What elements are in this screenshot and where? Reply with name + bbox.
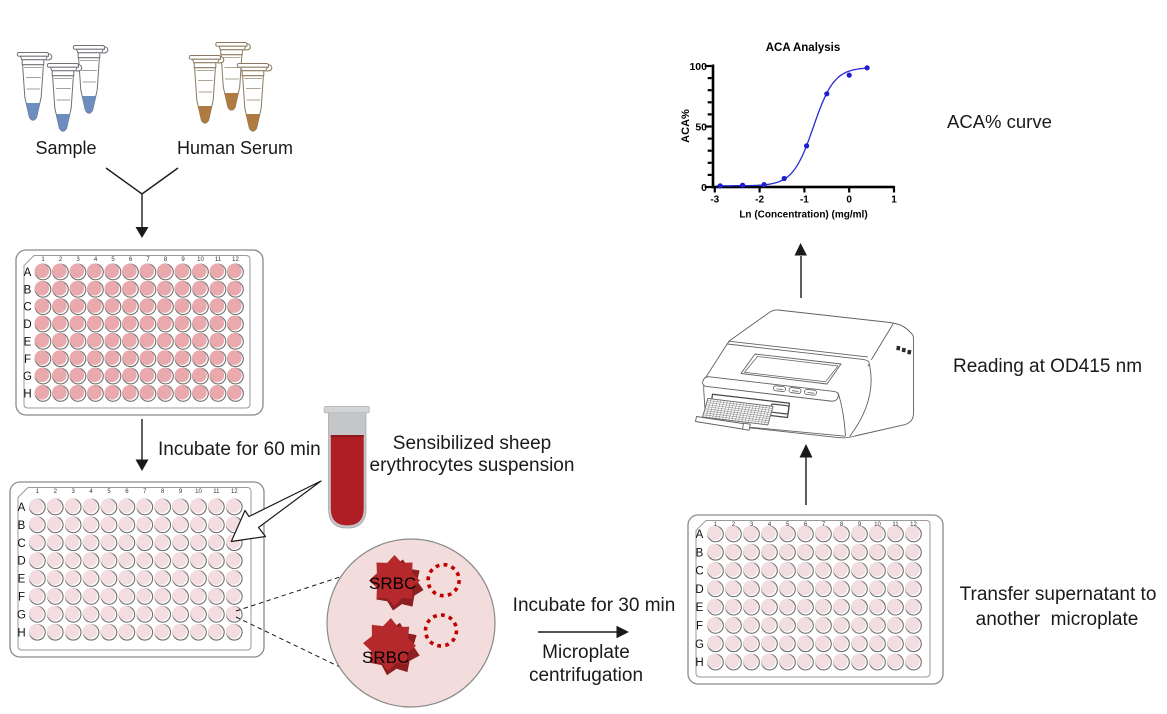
- svg-text:Sensibilized sheep: Sensibilized sheep: [393, 433, 551, 454]
- svg-text:F: F: [696, 621, 703, 633]
- svg-text:G: G: [695, 639, 704, 651]
- svg-text:another microplate: another microplate: [976, 609, 1139, 630]
- svg-text:ACA Analysis: ACA Analysis: [766, 42, 841, 54]
- svg-text:11: 11: [215, 257, 222, 263]
- svg-text:SRBC: SRBC: [369, 574, 416, 593]
- svg-text:Incubate for 30 min: Incubate for 30 min: [513, 595, 676, 616]
- svg-text:erythrocytes suspension: erythrocytes suspension: [370, 455, 575, 476]
- svg-text:Reading at OD415 nm: Reading at OD415 nm: [953, 356, 1142, 377]
- svg-text:7: 7: [146, 257, 150, 263]
- svg-text:12: 12: [232, 257, 239, 263]
- svg-text:C: C: [23, 302, 31, 314]
- svg-text:F: F: [18, 592, 25, 604]
- svg-text:centrifugation: centrifugation: [529, 665, 643, 686]
- svg-text:3: 3: [76, 257, 80, 263]
- svg-text:10: 10: [195, 489, 202, 495]
- svg-text:C: C: [695, 566, 703, 578]
- svg-text:4: 4: [89, 489, 93, 495]
- svg-text:ACA% curve: ACA% curve: [947, 111, 1052, 132]
- svg-text:SRBC: SRBC: [362, 648, 409, 667]
- svg-text:4: 4: [768, 522, 772, 528]
- svg-text:D: D: [695, 584, 703, 596]
- svg-text:5: 5: [107, 489, 111, 495]
- svg-text:7: 7: [143, 489, 147, 495]
- svg-text:-3: -3: [710, 195, 719, 206]
- svg-text:1: 1: [41, 257, 45, 263]
- svg-text:A: A: [18, 502, 26, 514]
- svg-text:F: F: [24, 354, 31, 366]
- svg-text:0: 0: [846, 195, 852, 206]
- svg-text:10: 10: [874, 522, 881, 528]
- svg-text:A: A: [696, 529, 704, 541]
- svg-text:C: C: [17, 538, 25, 550]
- svg-text:3: 3: [72, 489, 76, 495]
- svg-text:H: H: [695, 657, 703, 669]
- svg-text:1: 1: [36, 489, 40, 495]
- svg-text:H: H: [17, 627, 25, 639]
- svg-text:8: 8: [161, 489, 165, 495]
- svg-text:11: 11: [213, 489, 220, 495]
- svg-text:100: 100: [689, 61, 707, 73]
- svg-text:Ln (Concentration) (mg/ml): Ln (Concentration) (mg/ml): [739, 210, 867, 221]
- svg-text:G: G: [17, 609, 26, 621]
- svg-text:8: 8: [840, 522, 844, 528]
- svg-text:-2: -2: [755, 195, 764, 206]
- svg-text:8: 8: [164, 257, 168, 263]
- svg-text:9: 9: [858, 522, 862, 528]
- svg-text:Human Serum: Human Serum: [177, 138, 293, 158]
- svg-text:5: 5: [786, 522, 790, 528]
- svg-text:6: 6: [125, 489, 129, 495]
- svg-text:50: 50: [695, 122, 707, 134]
- svg-text:E: E: [696, 602, 704, 614]
- svg-text:3: 3: [750, 522, 754, 528]
- svg-text:D: D: [23, 319, 31, 331]
- svg-text:9: 9: [181, 257, 185, 263]
- svg-text:2: 2: [59, 257, 63, 263]
- svg-text:4: 4: [94, 257, 98, 263]
- svg-text:Sample: Sample: [35, 138, 96, 158]
- svg-text:6: 6: [129, 257, 133, 263]
- svg-text:0: 0: [701, 182, 707, 194]
- svg-text:2: 2: [54, 489, 58, 495]
- svg-text:7: 7: [822, 522, 826, 528]
- svg-text:Microplate: Microplate: [542, 642, 630, 663]
- svg-text:10: 10: [197, 257, 204, 263]
- svg-text:2: 2: [732, 522, 736, 528]
- svg-text:E: E: [18, 574, 26, 586]
- svg-text:12: 12: [910, 522, 917, 528]
- svg-text:B: B: [18, 520, 26, 532]
- svg-text:6: 6: [804, 522, 808, 528]
- svg-text:5: 5: [111, 257, 115, 263]
- svg-text:1: 1: [714, 522, 718, 528]
- svg-text:-1: -1: [800, 195, 809, 206]
- svg-text:E: E: [24, 336, 32, 348]
- svg-text:A: A: [24, 267, 32, 279]
- svg-text:1: 1: [891, 195, 897, 206]
- svg-text:Transfer supernatant to: Transfer supernatant to: [960, 584, 1157, 605]
- svg-text:9: 9: [179, 489, 183, 495]
- svg-text:B: B: [24, 284, 32, 296]
- svg-text:G: G: [23, 371, 32, 383]
- svg-text:D: D: [17, 556, 25, 568]
- svg-text:B: B: [696, 547, 704, 559]
- svg-text:ACA%: ACA%: [680, 109, 692, 143]
- svg-text:11: 11: [892, 522, 899, 528]
- svg-text:12: 12: [231, 489, 238, 495]
- svg-text:Incubate for 60 min: Incubate for 60 min: [158, 439, 321, 460]
- svg-text:H: H: [23, 389, 31, 401]
